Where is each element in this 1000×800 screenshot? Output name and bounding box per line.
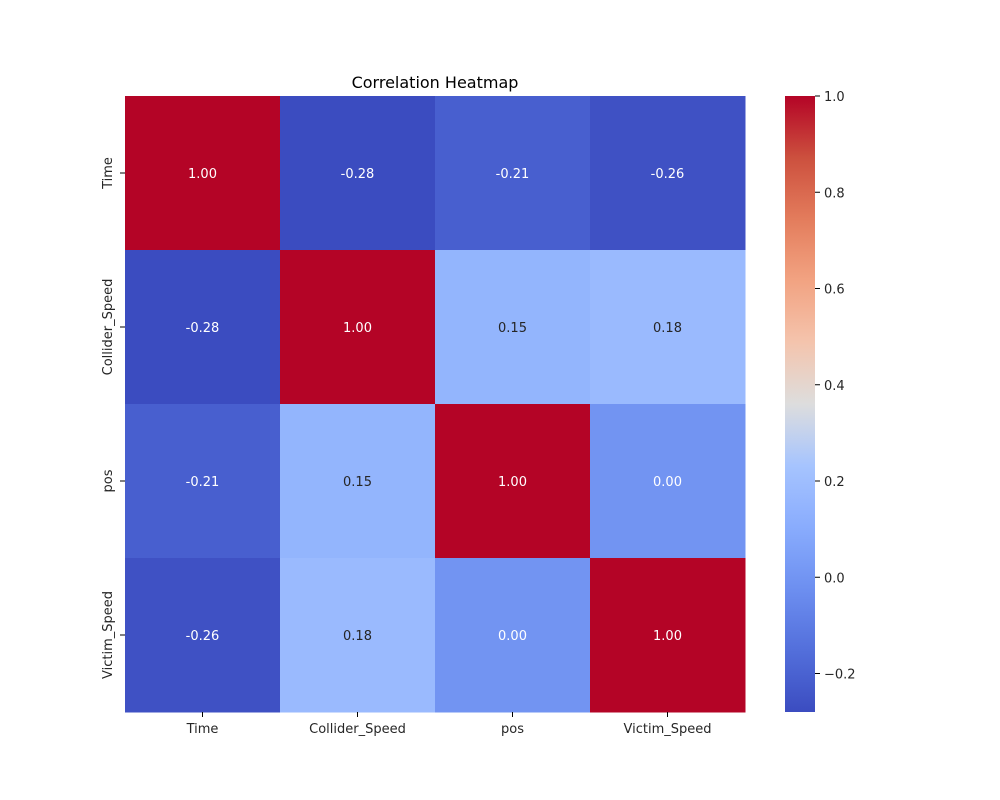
- cell-value-label: 1.00: [498, 475, 527, 490]
- heatmap-cell: [435, 404, 591, 559]
- cell-value-label: 0.18: [653, 321, 682, 336]
- cell-value-label: 0.15: [343, 475, 372, 490]
- colorbar-ticks: 1.0 0.8 0.6 0.4 0.2 0.0 −0.2: [815, 90, 856, 683]
- heatmap-cell: [435, 250, 591, 405]
- heatmap-cell: [590, 404, 746, 559]
- y-tick-label: Victim_Speed: [101, 591, 116, 679]
- x-tick-label: Time: [186, 722, 219, 737]
- cell-value-label: 1.00: [653, 629, 682, 644]
- heatmap-cell: [280, 404, 436, 559]
- heatmap-cell: [125, 558, 281, 713]
- heatmap-cell: [435, 96, 591, 251]
- x-axis: Time Collider_Speed pos Victim_Speed: [186, 712, 712, 737]
- cell-value-label: 1.00: [188, 167, 217, 182]
- heatmap-cell: [125, 404, 281, 559]
- x-tick-label: Collider_Speed: [309, 722, 406, 737]
- y-tick-label: Time: [101, 157, 116, 190]
- y-tick-label: pos: [101, 469, 116, 492]
- heatmap-cell: [590, 250, 746, 405]
- heatmap-cell: [280, 558, 436, 713]
- cell-value-label: 0.00: [653, 475, 682, 490]
- x-tick-label: pos: [501, 722, 524, 737]
- heatmap-cell: [125, 250, 281, 405]
- heatmap-cell: [435, 558, 591, 713]
- heatmap-cell: [280, 250, 436, 405]
- cell-value-label: 0.18: [343, 629, 372, 644]
- cell-value-label: 1.00: [343, 321, 372, 336]
- cell-value-label: 0.00: [498, 629, 527, 644]
- x-tick-label: Victim_Speed: [624, 722, 712, 737]
- heatmap-cell: [590, 96, 746, 251]
- cell-value-label: 0.15: [498, 321, 527, 336]
- colorbar-tick-label: 0.6: [824, 283, 845, 298]
- colorbar-tick-label: 0.2: [824, 475, 845, 490]
- heatmap-cell: [590, 558, 746, 713]
- heatmap-cell: [280, 96, 436, 251]
- cell-value-label: -0.28: [341, 167, 375, 182]
- cell-value-label: -0.21: [496, 167, 530, 182]
- colorbar-tick-label: 0.8: [824, 186, 845, 201]
- chart-title: Correlation Heatmap: [352, 73, 519, 92]
- heatmap-cells: 1.00 -0.28 -0.21 -0.26 -0.28 1.00 0.15 0.18 -0.2…: [125, 96, 746, 713]
- colorbar-tick-label: 0.4: [824, 379, 845, 394]
- cell-value-label: -0.26: [186, 629, 220, 644]
- cell-value-label: -0.21: [186, 475, 220, 490]
- colorbar-tick-label: 1.0: [824, 90, 845, 105]
- colorbar-tick-label: −0.2: [824, 668, 856, 683]
- heatmap-cell: [125, 96, 281, 251]
- colorbar-tick-label: 0.0: [824, 571, 845, 586]
- colorbar: [785, 96, 815, 712]
- cell-value-label: -0.26: [651, 167, 685, 182]
- y-tick-label: Collider_Speed: [101, 279, 116, 376]
- cell-value-label: -0.28: [186, 321, 220, 336]
